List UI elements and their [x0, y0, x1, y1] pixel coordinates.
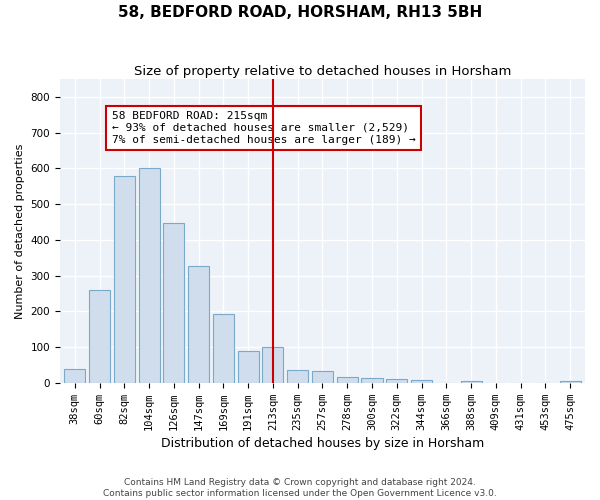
Bar	[361, 378, 383, 383]
Bar	[188, 266, 209, 383]
Text: 58, BEDFORD ROAD, HORSHAM, RH13 5BH: 58, BEDFORD ROAD, HORSHAM, RH13 5BH	[118, 5, 482, 20]
Bar	[89, 290, 110, 383]
Y-axis label: Number of detached properties: Number of detached properties	[15, 144, 25, 318]
Bar	[411, 380, 432, 383]
Bar	[461, 381, 482, 383]
Bar	[337, 378, 358, 383]
Bar	[213, 314, 234, 383]
Bar	[64, 370, 85, 383]
Bar	[238, 350, 259, 383]
X-axis label: Distribution of detached houses by size in Horsham: Distribution of detached houses by size …	[161, 437, 484, 450]
Bar	[312, 372, 333, 383]
Title: Size of property relative to detached houses in Horsham: Size of property relative to detached ho…	[134, 65, 511, 78]
Text: Contains HM Land Registry data © Crown copyright and database right 2024.
Contai: Contains HM Land Registry data © Crown c…	[103, 478, 497, 498]
Bar	[139, 168, 160, 383]
Bar	[287, 370, 308, 383]
Text: 58 BEDFORD ROAD: 215sqm
← 93% of detached houses are smaller (2,529)
7% of semi-: 58 BEDFORD ROAD: 215sqm ← 93% of detache…	[112, 112, 416, 144]
Bar	[163, 223, 184, 383]
Bar	[262, 347, 283, 383]
Bar	[560, 381, 581, 383]
Bar	[386, 379, 407, 383]
Bar	[114, 176, 135, 383]
